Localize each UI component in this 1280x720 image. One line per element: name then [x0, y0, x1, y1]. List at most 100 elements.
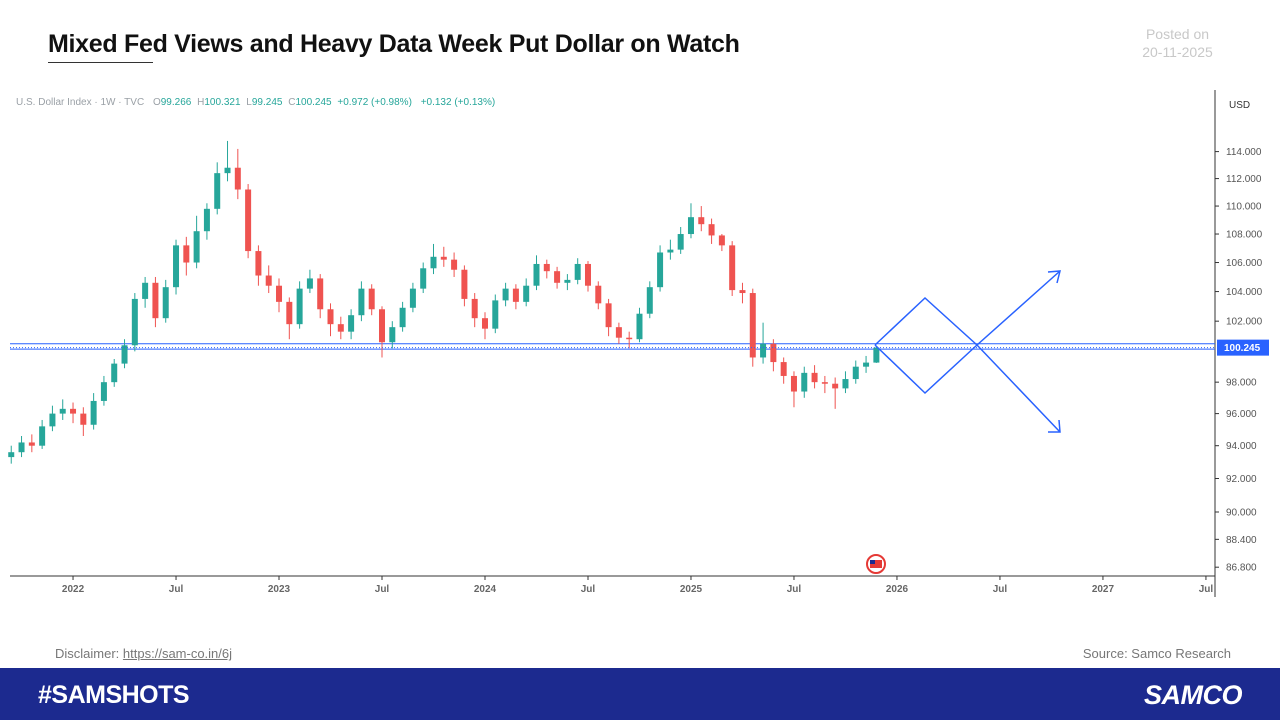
legend-close-label: C [288, 97, 296, 108]
candle-body [245, 189, 252, 252]
candle-body [203, 208, 210, 232]
candle-body [667, 249, 674, 253]
candle-body [327, 309, 334, 325]
candle-body [255, 251, 262, 276]
chart: USD 86.800 88.400 90.000 92.000 94.000 96.000… [8, 90, 1269, 597]
candle-body [657, 252, 664, 288]
legend-symbol: U.S. Dollar Index · 1W · TVC [16, 97, 145, 108]
candle-body [183, 245, 190, 263]
last-price-tag [1217, 339, 1269, 356]
brand-logo: SAMCO [1144, 680, 1243, 710]
x-tick-label: Jul [993, 584, 1008, 595]
candle-body [481, 318, 488, 329]
candles [8, 140, 880, 464]
disclaimer: Disclaimer: https://sam-co.in/6j [55, 646, 232, 661]
candle-body [636, 313, 643, 340]
legend-high: 100.321 [204, 97, 241, 108]
candle-body [615, 327, 622, 338]
title-underline [48, 62, 153, 63]
bear-arrowhead [1048, 419, 1061, 433]
candle-body [389, 327, 396, 343]
candle-body [543, 263, 550, 272]
x-tick-label: 2023 [268, 584, 291, 595]
footer-bar: #SAMSHOTS SAMCO [0, 668, 1280, 720]
candle-body [461, 269, 468, 299]
candle-body [39, 426, 46, 446]
y-tick-label: 112.000 [1226, 174, 1262, 185]
y-tick-label: 94.000 [1226, 441, 1257, 452]
posted: Posted on 20-11-2025 [1120, 25, 1235, 61]
candle-body [626, 337, 633, 340]
candle-body [348, 315, 355, 332]
candle-body [286, 301, 293, 325]
y-tick-label: 104.000 [1226, 287, 1263, 298]
candle-body [749, 293, 756, 358]
candle-body [502, 288, 509, 301]
bull-arrowhead [1047, 270, 1061, 284]
us-flag-icon [866, 554, 886, 574]
candle-body [234, 167, 241, 190]
candle-body [430, 256, 437, 269]
candle-body [790, 375, 797, 392]
candle-body [584, 263, 591, 286]
candle-body [832, 383, 839, 389]
candle-body [337, 324, 344, 332]
hashtag: #SAMSHOTS [38, 681, 190, 709]
candle-body [317, 278, 324, 310]
y-tick-label: 86.800 [1226, 563, 1257, 574]
bull-path [874, 270, 1061, 347]
candle-body [564, 279, 571, 283]
candle-body [18, 442, 25, 453]
legend: U.S. Dollar Index · 1W · TVC O99.266 H10… [16, 97, 501, 108]
x-tick-label: 2026 [886, 584, 909, 595]
candle-body [533, 263, 540, 286]
candle-body [296, 288, 303, 325]
candle-body [873, 347, 880, 363]
y-tick-label: 88.400 [1226, 535, 1257, 546]
candle-body [306, 278, 313, 289]
candle-body [100, 382, 107, 401]
candle-body [173, 245, 180, 288]
y-tick-label: 102.000 [1226, 317, 1263, 328]
legend-low-label: L [246, 97, 252, 108]
candle-body [80, 413, 87, 425]
candle-body [142, 282, 149, 299]
candle-body [512, 288, 519, 302]
candle-body [677, 234, 684, 250]
disclaimer-link[interactable]: https://sam-co.in/6j [122, 646, 233, 661]
x-tick-label: Jul [787, 584, 802, 595]
candle-body [121, 345, 128, 364]
candle-body [358, 288, 365, 316]
y-tick-label: 92.000 [1226, 474, 1257, 485]
candle-body [687, 217, 694, 235]
candle-body [492, 300, 499, 329]
candle-body [162, 287, 169, 319]
y-tick-label: 106.000 [1226, 258, 1263, 269]
title: Mixed Fed Views and Heavy Data Week Put … [48, 30, 740, 58]
y-tick-label: 98.000 [1226, 378, 1257, 389]
candle-body [152, 282, 159, 319]
y-tick-label: 96.000 [1226, 409, 1257, 420]
candle-body [368, 288, 375, 310]
candle-body [399, 307, 406, 328]
candle-body [420, 268, 427, 289]
candle-body [821, 382, 828, 384]
candle-body [780, 362, 787, 376]
legend-high-label: H [197, 97, 205, 108]
legend-change-2: +0.132 (+0.13%) [420, 97, 496, 108]
candle-body [698, 217, 705, 225]
candle-body [801, 372, 808, 392]
candle-body [28, 442, 35, 446]
x-tick-label: 2022 [62, 584, 85, 595]
candle-body [90, 400, 97, 425]
candle-body [523, 285, 530, 302]
candle-body [863, 362, 870, 367]
candle-body [111, 363, 118, 383]
last-price-label: 100.245 [1224, 343, 1261, 354]
y-tick-label: 110.000 [1226, 202, 1262, 213]
candle-body [451, 259, 458, 270]
x-tick-label: Jul [169, 584, 184, 595]
candle-body [852, 366, 859, 380]
disclaimer-label: Disclaimer: [55, 646, 120, 661]
